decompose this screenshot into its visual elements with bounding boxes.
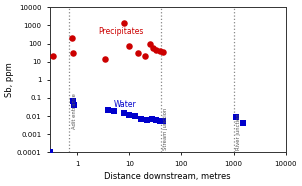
- Text: Stream junction: Stream junction: [163, 108, 168, 150]
- Point: [153, 118, 158, 121]
- Text: Water: Water: [114, 100, 136, 109]
- Point: [111, 110, 116, 113]
- Point: [240, 122, 245, 125]
- X-axis label: Distance downstream, metres: Distance downstream, metres: [104, 172, 231, 181]
- Point: [103, 57, 108, 60]
- Point: [139, 117, 144, 120]
- Point: [127, 45, 132, 48]
- Point: [106, 108, 111, 111]
- Point: [51, 55, 56, 58]
- Point: [71, 52, 76, 54]
- Point: [233, 115, 238, 118]
- Text: Precipitates: Precipitates: [98, 27, 143, 36]
- Point: [149, 117, 154, 120]
- Point: [122, 111, 127, 114]
- Point: [145, 118, 149, 121]
- Point: [148, 42, 153, 45]
- Point: [161, 50, 166, 53]
- Point: [70, 99, 75, 102]
- Point: [72, 104, 76, 107]
- Point: [136, 52, 141, 54]
- Point: [161, 120, 166, 123]
- Y-axis label: Sb, ppm: Sb, ppm: [5, 62, 14, 97]
- Point: [133, 115, 138, 118]
- Text: Adit entrance: Adit entrance: [72, 93, 76, 129]
- Point: [127, 113, 132, 116]
- Point: [154, 48, 159, 51]
- Point: [122, 22, 127, 25]
- Point: [157, 49, 162, 52]
- Point: [150, 47, 155, 50]
- Text: River junction: River junction: [236, 114, 241, 150]
- Point: [47, 151, 52, 154]
- Point: [69, 37, 74, 40]
- Point: [143, 55, 147, 58]
- Point: [157, 120, 162, 123]
